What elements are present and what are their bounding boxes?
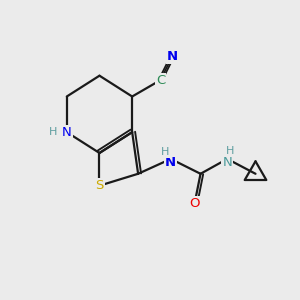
Text: H: H: [226, 146, 234, 157]
Text: N: N: [167, 50, 178, 63]
Text: H: H: [49, 127, 58, 137]
Text: N: N: [62, 126, 72, 139]
Text: C: C: [156, 74, 165, 87]
Text: O: O: [189, 197, 200, 210]
Text: N: N: [222, 156, 232, 169]
Text: N: N: [165, 156, 176, 169]
Text: H: H: [161, 147, 169, 158]
Text: S: S: [95, 179, 104, 192]
